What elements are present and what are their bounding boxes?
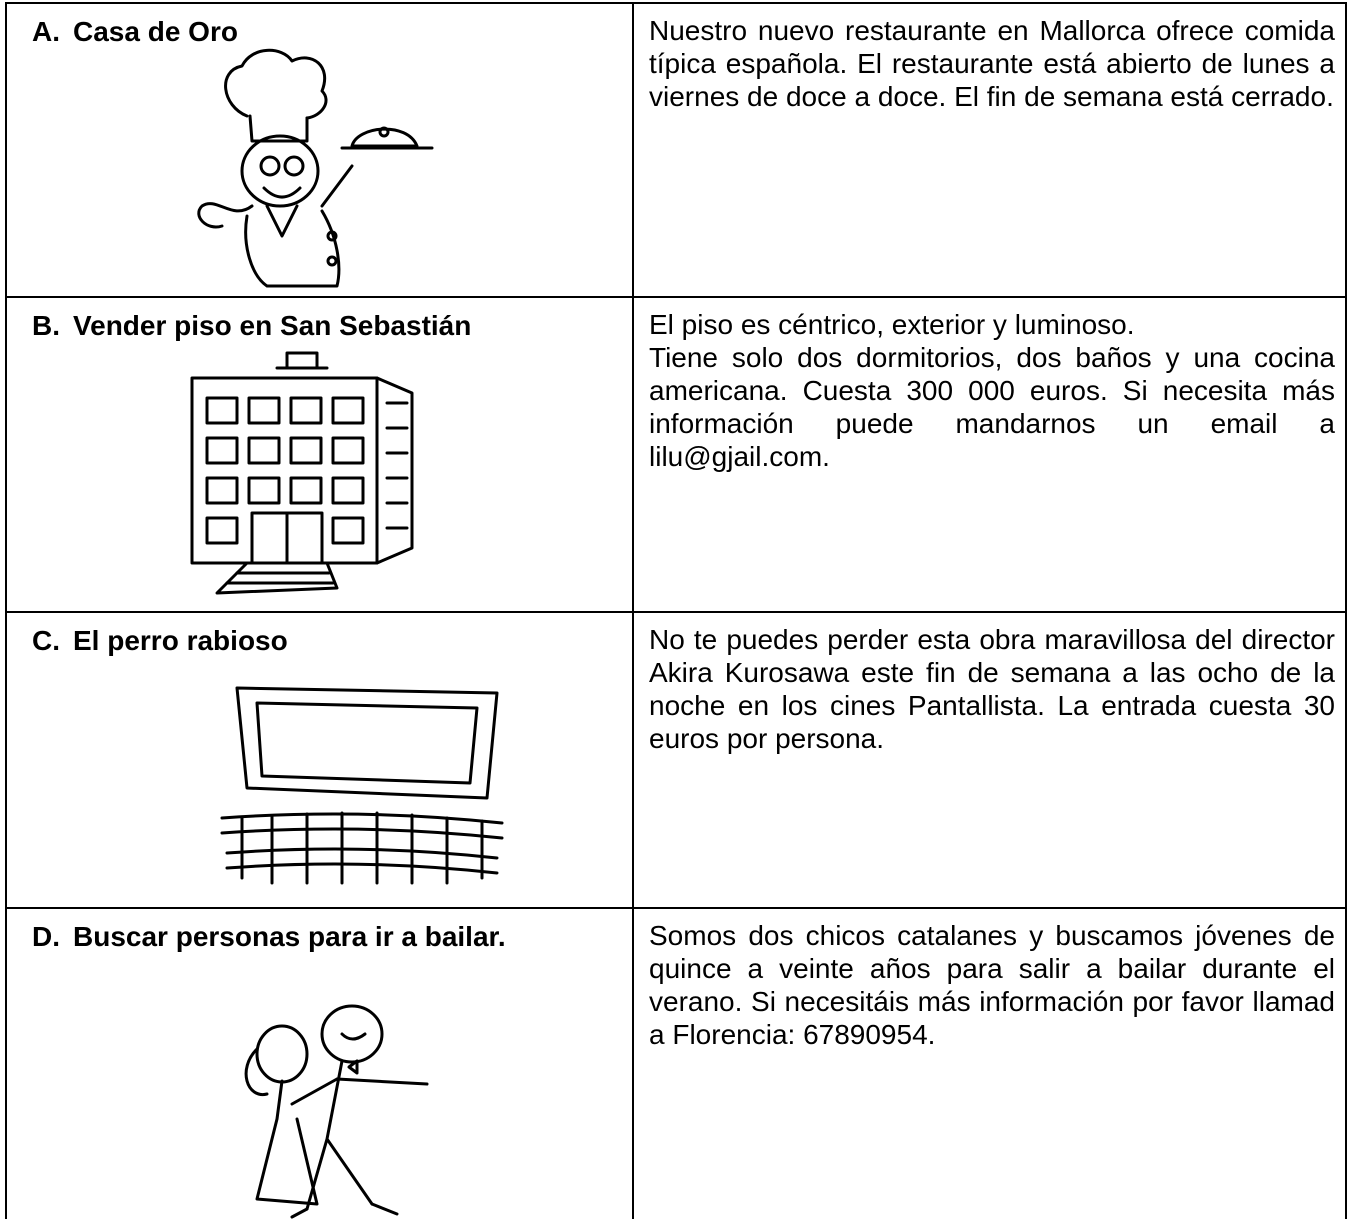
cell-right: No te puedes perder esta obra maravillos… bbox=[634, 613, 1345, 907]
row-title: A. Casa de Oro bbox=[32, 16, 238, 48]
row-letter: D. bbox=[32, 921, 60, 952]
table-row: A. Casa de Oro Nuestro nuevo restaurante … bbox=[5, 2, 1347, 296]
row-title-text: Casa de Oro bbox=[73, 16, 238, 47]
table-row: D. Buscar personas para ir a bailar. Somo… bbox=[5, 907, 1347, 1219]
row-title-text: Vender piso en San Sebastián bbox=[73, 310, 472, 341]
row-title: D. Buscar personas para ir a bailar. bbox=[32, 921, 506, 953]
row-title: B. Vender piso en San Sebastián bbox=[32, 310, 471, 342]
cell-right: Somos dos chicos catalanes y buscamos jó… bbox=[634, 909, 1345, 1219]
description: El piso es céntrico, exterior y luminoso… bbox=[649, 309, 1135, 340]
chef-illustration bbox=[197, 48, 434, 288]
description: Somos dos chicos catalanes y buscamos jó… bbox=[649, 920, 1335, 1050]
dancers-illustration bbox=[244, 1004, 429, 1219]
cinema-illustration bbox=[220, 686, 504, 885]
cell-left: C. El perro rabioso bbox=[7, 613, 634, 907]
cell-left: D. Buscar personas para ir a bailar. bbox=[7, 909, 634, 1219]
description: Nuestro nuevo restaurante en Mallorca of… bbox=[649, 15, 1335, 112]
cell-right: Nuestro nuevo restaurante en Mallorca of… bbox=[634, 4, 1345, 296]
cell-right: El piso es céntrico, exterior y luminoso… bbox=[634, 298, 1345, 611]
table-row: C. El perro rabioso No te puedes perder e… bbox=[5, 611, 1347, 907]
ads-table: A. Casa de Oro Nuestro nuevo restaurante … bbox=[5, 2, 1347, 1219]
description: No te puedes perder esta obra maravillos… bbox=[649, 624, 1335, 754]
row-letter: C. bbox=[32, 625, 60, 656]
row-letter: B. bbox=[32, 310, 60, 341]
cell-left: A. Casa de Oro bbox=[7, 4, 634, 296]
row-title-text: El perro rabioso bbox=[73, 625, 288, 656]
row-title-text: Buscar personas para ir a bailar. bbox=[73, 921, 506, 952]
row-title: C. El perro rabioso bbox=[32, 625, 288, 657]
row-letter: A. bbox=[32, 16, 60, 47]
description: Tiene solo dos dormitorios, dos baños y … bbox=[649, 342, 1335, 472]
building-illustration bbox=[190, 351, 414, 595]
cell-left: B. Vender piso en San Sebastián bbox=[7, 298, 634, 611]
table-row: B. Vender piso en San Sebastián El piso e… bbox=[5, 296, 1347, 611]
